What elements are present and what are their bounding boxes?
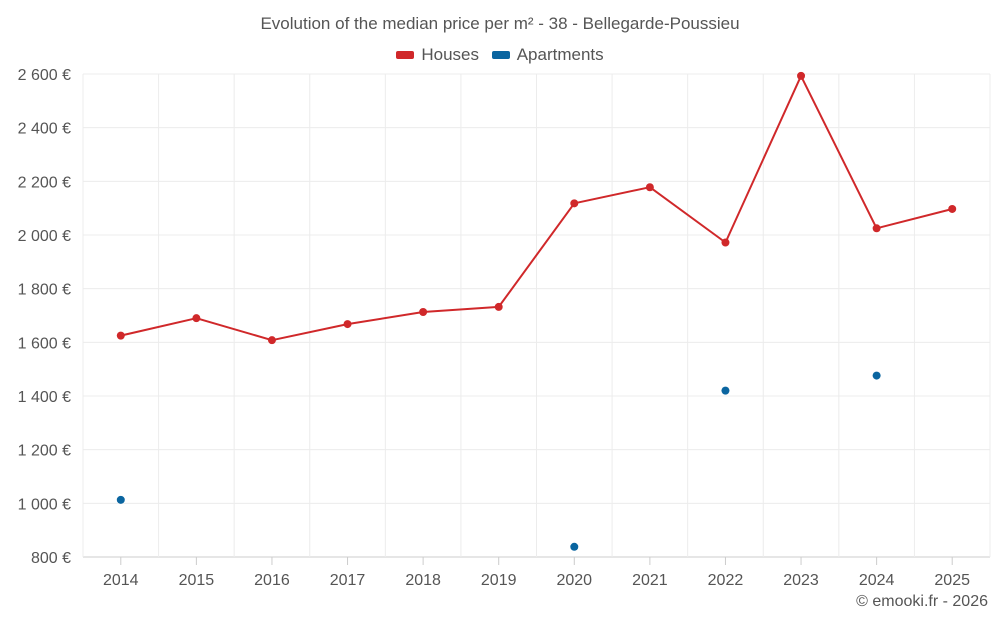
data-point-houses-2019 bbox=[494, 302, 503, 311]
data-point-apartments-2014 bbox=[116, 495, 125, 504]
x-tick-label: 2018 bbox=[405, 572, 441, 589]
legend-swatch-houses bbox=[396, 51, 415, 59]
x-tick-label: 2014 bbox=[103, 572, 139, 589]
y-tick-label: 2 400 € bbox=[18, 121, 71, 138]
legend-item-houses[interactable]: Houses bbox=[396, 45, 479, 65]
x-tick-label: 2020 bbox=[556, 572, 592, 589]
data-point-houses-2020 bbox=[570, 199, 579, 208]
data-point-houses-2024 bbox=[872, 224, 881, 233]
x-tick-label: 2019 bbox=[481, 572, 517, 589]
legend-swatch-apartments bbox=[491, 51, 510, 59]
y-tick-label: 1 000 € bbox=[18, 496, 71, 513]
x-tick-label: 2016 bbox=[254, 572, 290, 589]
y-tick-label: 2 000 € bbox=[18, 228, 71, 245]
x-tick-label: 2015 bbox=[179, 572, 215, 589]
x-tick-label: 2024 bbox=[859, 572, 895, 589]
data-point-apartments-2024 bbox=[872, 371, 881, 380]
legend-item-apartments[interactable]: Apartments bbox=[491, 45, 604, 65]
credit-text: © emooki.fr - 2026 bbox=[856, 593, 988, 610]
data-point-houses-2016 bbox=[267, 336, 276, 345]
y-tick-label: 1 200 € bbox=[18, 443, 71, 460]
y-tick-label: 800 € bbox=[31, 550, 71, 567]
y-tick-label: 2 600 € bbox=[18, 67, 71, 84]
data-point-houses-2025 bbox=[948, 204, 957, 213]
data-point-houses-2021 bbox=[645, 183, 654, 192]
data-point-apartments-2022 bbox=[721, 386, 730, 395]
chart-title: Evolution of the median price per m² - 3… bbox=[260, 14, 740, 33]
y-tick-label: 1 400 € bbox=[18, 389, 71, 406]
data-point-houses-2015 bbox=[192, 314, 201, 323]
legend-label-apartments: Apartments bbox=[516, 45, 604, 64]
x-tick-label: 2022 bbox=[708, 572, 744, 589]
data-point-houses-2018 bbox=[419, 308, 428, 317]
series-line-houses bbox=[120, 74, 953, 342]
y-tick-label: 1 600 € bbox=[18, 335, 71, 352]
data-point-houses-2017 bbox=[343, 320, 352, 329]
data-point-houses-2014 bbox=[116, 331, 125, 340]
legend-label-houses: Houses bbox=[421, 45, 479, 64]
x-tick-label: 2025 bbox=[934, 572, 970, 589]
data-point-apartments-2020 bbox=[570, 542, 579, 551]
data-point-houses-2023 bbox=[797, 71, 806, 80]
y-tick-label: 1 800 € bbox=[18, 282, 71, 299]
x-tick-label: 2023 bbox=[783, 572, 819, 589]
x-tick-label: 2017 bbox=[330, 572, 366, 589]
x-tick-label: 2021 bbox=[632, 572, 668, 589]
legend: Houses Apartments bbox=[0, 44, 1000, 65]
y-tick-label: 2 200 € bbox=[18, 174, 71, 191]
data-point-houses-2022 bbox=[721, 238, 730, 247]
